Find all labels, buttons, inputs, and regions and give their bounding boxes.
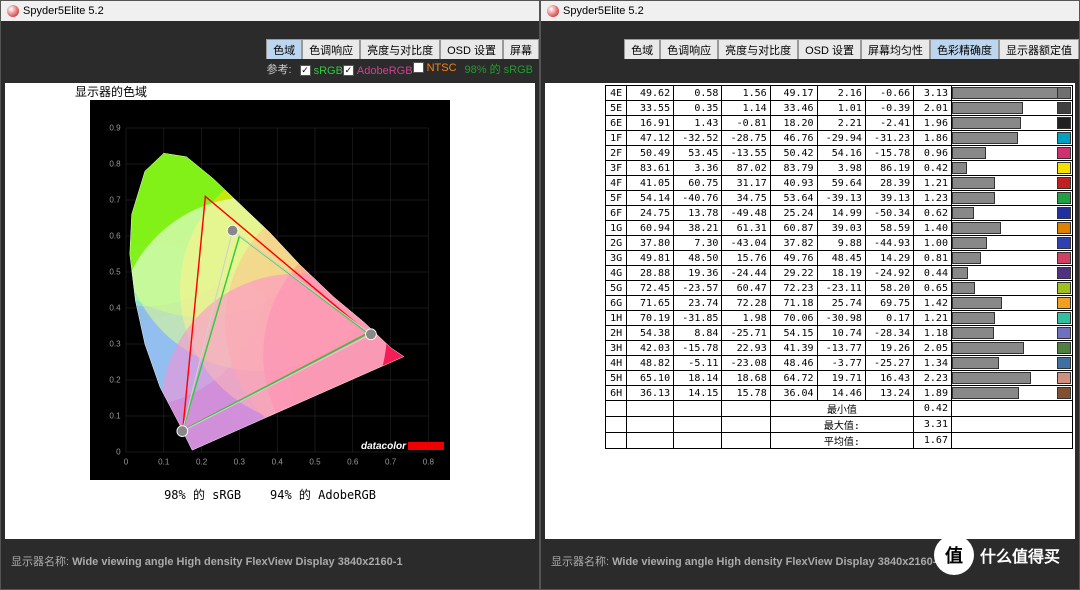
tab-色调响应[interactable]: 色调响应 — [302, 39, 360, 59]
ref-checkbox-AdobeRGB[interactable]: ✓AdobeRGB — [343, 65, 413, 77]
menubar-placeholder — [541, 21, 1079, 39]
reference-label: 参考: — [267, 61, 292, 77]
svg-text:0.8: 0.8 — [109, 160, 121, 169]
svg-text:0.5: 0.5 — [109, 268, 121, 277]
badge-text: 什么值得买 — [980, 543, 1060, 567]
ref-checkbox-NTSC[interactable]: NTSC — [413, 62, 457, 74]
svg-text:0: 0 — [116, 448, 121, 457]
color-accuracy-table: 4E49.620.581.5649.172.16-0.663.135E33.55… — [605, 85, 1073, 449]
spacer-row — [541, 59, 1079, 79]
svg-text:0.6: 0.6 — [347, 458, 359, 467]
right-pane: Spyder5Elite 5.2 色域色调响应亮度与对比度OSD 设置屏幕均匀性… — [540, 0, 1080, 590]
tab-bar: 色域色调响应亮度与对比度OSD 设置屏幕 — [1, 39, 539, 59]
table-row: 6F24.7513.78-49.4825.2414.99-50.340.62 — [606, 206, 1073, 221]
svg-text:0.1: 0.1 — [109, 412, 121, 421]
table-row: 6G71.6523.7472.2871.1825.7469.751.42 — [606, 296, 1073, 311]
table-summary-row: 最小值0.42 — [606, 401, 1073, 417]
badge-icon: 值 — [934, 535, 974, 575]
svg-text:0.4: 0.4 — [109, 304, 121, 313]
watermark-badge: 值 什么值得买 — [934, 535, 1060, 575]
svg-text:0.3: 0.3 — [109, 340, 121, 349]
table-row: 1F47.12-32.52-28.7546.76-29.94-31.231.86 — [606, 131, 1073, 146]
window-titlebar: Spyder5Elite 5.2 — [1, 1, 539, 21]
svg-text:0.2: 0.2 — [196, 458, 208, 467]
accuracy-content: 4E49.620.581.5649.172.16-0.663.135E33.55… — [545, 83, 1075, 539]
table-row: 6E16.911.43-0.8118.202.21-2.411.96 — [606, 116, 1073, 131]
table-row: 5E33.550.351.1433.461.01-0.392.01 — [606, 101, 1073, 116]
window-titlebar: Spyder5Elite 5.2 — [541, 1, 1079, 21]
reference-row: 参考: ✓sRGB✓AdobeRGBNTSC 98% 的 sRGB — [1, 59, 539, 79]
table-summary-row: 最大值:3.31 — [606, 417, 1073, 433]
table-row: 5G72.45-23.5760.4772.23-23.1158.200.65 — [606, 281, 1073, 296]
table-row: 2G37.807.30-43.0437.829.88-44.931.00 — [606, 236, 1073, 251]
table-row: 4F41.0560.7531.1740.9359.6428.391.21 — [606, 176, 1073, 191]
tab-色彩精确度[interactable]: 色彩精确度 — [930, 39, 999, 59]
svg-text:0.3: 0.3 — [234, 458, 246, 467]
tab-屏幕[interactable]: 屏幕 — [503, 39, 539, 59]
table-row: 1H70.19-31.851.9870.06-30.980.171.21 — [606, 311, 1073, 326]
tab-亮度与对比度[interactable]: 亮度与对比度 — [718, 39, 798, 59]
left-pane: Spyder5Elite 5.2 色域色调响应亮度与对比度OSD 设置屏幕 参考… — [0, 0, 540, 590]
table-row: 4E49.620.581.5649.172.16-0.663.13 — [606, 86, 1073, 101]
svg-text:0.9: 0.9 — [109, 124, 121, 133]
table-row: 3H42.03-15.7822.9341.39-13.7719.262.05 — [606, 341, 1073, 356]
svg-text:0.1: 0.1 — [158, 458, 170, 467]
svg-text:0.2: 0.2 — [109, 376, 121, 385]
menubar-placeholder — [1, 21, 539, 39]
table-row: 3G49.8148.5015.7649.7648.4514.290.81 — [606, 251, 1073, 266]
tab-显示器额定值[interactable]: 显示器额定值 — [999, 39, 1079, 59]
footer: 显示器名称: Wide viewing angle High density F… — [1, 543, 539, 589]
table-row: 5F54.14-40.7634.7553.64-39.1339.131.23 — [606, 191, 1073, 206]
svg-text:0: 0 — [124, 458, 129, 467]
svg-text:0.7: 0.7 — [109, 196, 121, 205]
table-row: 2H54.388.84-25.7154.1510.74-28.341.18 — [606, 326, 1073, 341]
chart-caption: 98% 的 sRGB 94% 的 AdobeRGB — [15, 486, 525, 503]
tab-亮度与对比度[interactable]: 亮度与对比度 — [360, 39, 440, 59]
tab-bar: 色域色调响应亮度与对比度OSD 设置屏幕均匀性色彩精确度显示器额定值 — [541, 39, 1079, 59]
table-row: 4G28.8819.36-24.4429.2218.19-24.920.44 — [606, 266, 1073, 281]
table-row: 2F50.4953.45-13.5550.4254.16-15.780.96 — [606, 146, 1073, 161]
svg-text:0.7: 0.7 — [385, 458, 397, 467]
svg-text:0.5: 0.5 — [309, 458, 321, 467]
datacolor-logo: datacolor — [361, 441, 444, 452]
table-row: 6H36.1314.1515.7836.0414.4613.241.89 — [606, 386, 1073, 401]
tab-OSD 设置[interactable]: OSD 设置 — [798, 39, 861, 59]
table-row: 3F83.613.3687.0283.793.9886.190.42 — [606, 161, 1073, 176]
app-icon — [7, 5, 19, 17]
svg-text:0.4: 0.4 — [272, 458, 284, 467]
svg-text:0.6: 0.6 — [109, 232, 121, 241]
tab-色调响应[interactable]: 色调响应 — [660, 39, 718, 59]
ref-checkbox-sRGB[interactable]: ✓sRGB — [300, 65, 343, 77]
app-title: Spyder5Elite 5.2 — [563, 5, 644, 17]
tab-色域[interactable]: 色域 — [266, 39, 302, 59]
table-row: 1G60.9438.2161.3160.8739.0358.591.40 — [606, 221, 1073, 236]
coverage-inline: 98% 的 sRGB — [465, 61, 533, 77]
tab-屏幕均匀性[interactable]: 屏幕均匀性 — [861, 39, 930, 59]
app-icon — [547, 5, 559, 17]
cie-chart: 0 0.1 0.2 0.3 0.4 0.5 0.6 0.7 0.8 0 0.1 0.2 0.3 0.4 0.… — [90, 100, 450, 480]
table-row: 5H65.1018.1418.6864.7219.7116.432.23 — [606, 371, 1073, 386]
gamut-content: 显示器的色域 00.10.20.30.40.50.60.70.800.10.20… — [5, 83, 535, 539]
table-row: 4H48.82-5.11-23.0848.46-3.77-25.271.34 — [606, 356, 1073, 371]
svg-text:0.8: 0.8 — [423, 458, 435, 467]
table-summary-row: 平均值:1.67 — [606, 433, 1073, 449]
tab-色域[interactable]: 色域 — [624, 39, 660, 59]
tab-OSD 设置[interactable]: OSD 设置 — [440, 39, 503, 59]
chart-title: 显示器的色域 — [15, 83, 525, 100]
app-title: Spyder5Elite 5.2 — [23, 5, 104, 17]
